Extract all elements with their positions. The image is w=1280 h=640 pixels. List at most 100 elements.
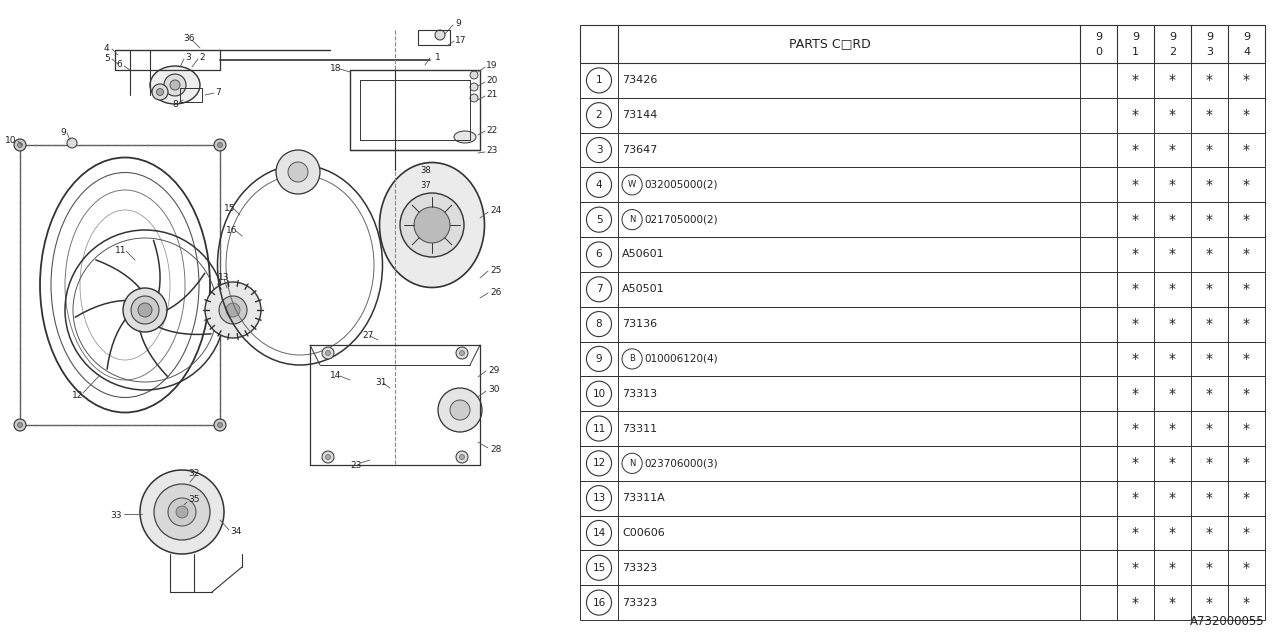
Circle shape [460,454,465,460]
Text: *: * [1206,74,1213,88]
Text: 35: 35 [188,495,200,504]
Text: *: * [1132,317,1139,331]
Text: *: * [1132,491,1139,505]
Circle shape [214,419,227,431]
Circle shape [177,506,188,518]
Text: *: * [1243,352,1251,366]
Text: 9: 9 [1132,32,1139,42]
Text: *: * [1206,317,1213,331]
Circle shape [14,419,26,431]
Text: 12: 12 [72,390,83,399]
Bar [580,202,1265,237]
Circle shape [152,84,168,100]
Text: *: * [1243,212,1251,227]
Text: *: * [1132,212,1139,227]
Text: *: * [1169,143,1176,157]
Text: 73313: 73313 [622,388,657,399]
Text: 9: 9 [1243,32,1251,42]
Text: 3: 3 [186,52,191,61]
Circle shape [435,30,445,40]
Text: 22: 22 [486,125,497,134]
Circle shape [456,451,468,463]
Text: 1: 1 [435,52,440,61]
Text: *: * [1243,387,1251,401]
Text: *: * [1243,74,1251,88]
Text: *: * [1132,143,1139,157]
Circle shape [451,400,470,420]
Bar [20,145,220,425]
Text: 4: 4 [595,180,603,190]
Text: *: * [1206,178,1213,192]
Circle shape [438,388,483,432]
Text: A732000055: A732000055 [1190,615,1265,628]
Text: 37: 37 [420,180,431,189]
Circle shape [218,422,223,428]
Text: 73426: 73426 [622,76,658,85]
Bar [580,272,1265,307]
Circle shape [131,296,159,324]
Circle shape [325,454,330,460]
Text: PARTS C□RD: PARTS C□RD [790,38,870,51]
Text: 73311A: 73311A [622,493,664,503]
Circle shape [460,351,465,355]
Text: *: * [1132,248,1139,262]
Text: 73311: 73311 [622,424,657,433]
Text: 9: 9 [595,354,603,364]
Text: 8: 8 [172,99,178,109]
Text: 2: 2 [1169,47,1176,58]
Text: 2: 2 [595,110,603,120]
Bar [580,376,1265,411]
Text: 31: 31 [375,378,387,387]
Text: *: * [1243,596,1251,609]
Text: 021705000(2): 021705000(2) [644,214,718,225]
Text: 10: 10 [593,388,605,399]
Text: 7: 7 [215,88,220,97]
Circle shape [276,150,320,194]
Text: 25: 25 [490,266,502,275]
Text: *: * [1206,422,1213,436]
Text: *: * [1206,352,1213,366]
Circle shape [205,282,261,338]
Text: 20: 20 [486,76,498,84]
Text: A50501: A50501 [622,284,664,294]
Text: *: * [1132,561,1139,575]
Circle shape [413,207,451,243]
Text: 3: 3 [595,145,603,155]
Circle shape [325,351,330,355]
Text: *: * [1132,422,1139,436]
Text: *: * [1206,387,1213,401]
Text: 73323: 73323 [622,563,657,573]
Circle shape [218,143,223,147]
Bar [580,237,1265,272]
Text: *: * [1206,143,1213,157]
Text: 32: 32 [188,468,200,477]
Text: 19: 19 [486,61,498,70]
Text: 15: 15 [593,563,605,573]
Text: W: W [628,180,636,189]
Text: *: * [1132,596,1139,609]
Text: *: * [1132,456,1139,470]
Bar [580,25,1265,63]
Text: 5: 5 [104,54,110,63]
Text: *: * [1206,456,1213,470]
Circle shape [456,347,468,359]
Text: *: * [1206,248,1213,262]
Text: 9: 9 [1094,32,1102,42]
Text: 9: 9 [60,127,65,136]
Circle shape [164,74,186,96]
Text: 16: 16 [227,225,238,234]
Text: 4: 4 [1243,47,1251,58]
Text: *: * [1243,422,1251,436]
Bar [580,63,1265,98]
Text: 4: 4 [104,44,110,52]
Text: *: * [1169,212,1176,227]
Text: 30: 30 [488,385,499,394]
Circle shape [67,138,77,148]
Bar [580,516,1265,550]
Text: *: * [1169,526,1176,540]
Text: *: * [1243,317,1251,331]
Text: *: * [1132,387,1139,401]
Text: *: * [1206,491,1213,505]
Bar [580,98,1265,132]
Text: *: * [1169,561,1176,575]
